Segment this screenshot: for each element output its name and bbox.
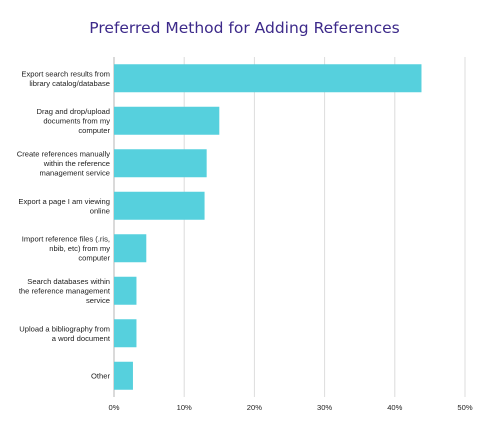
x-tick-label: 50% bbox=[457, 403, 472, 412]
bar bbox=[114, 106, 220, 135]
category-label: Create references manually within the ref… bbox=[17, 149, 110, 177]
x-tick-label: 10% bbox=[177, 403, 192, 412]
category-label: Other bbox=[91, 372, 110, 381]
bars bbox=[114, 64, 422, 390]
category-label: Search databases within the reference man… bbox=[19, 277, 111, 305]
x-tick-label: 0% bbox=[109, 403, 120, 412]
x-tick-labels: 0% 10% 20% 30% 40% 50% bbox=[109, 403, 473, 412]
category-label: Export a page I am viewing online bbox=[18, 197, 110, 216]
chart-title: Preferred Method for Adding References bbox=[89, 19, 400, 37]
bar bbox=[114, 191, 205, 220]
category-label: Export search results from library catalo… bbox=[21, 69, 110, 88]
category-label: Import reference files (.ris, nbib, etc) … bbox=[22, 234, 111, 262]
bar bbox=[114, 234, 147, 263]
x-tick-label: 20% bbox=[247, 403, 262, 412]
x-tick-label: 40% bbox=[387, 403, 402, 412]
bar bbox=[114, 276, 137, 305]
bar bbox=[114, 361, 133, 390]
category-labels: Export search results from library catalo… bbox=[17, 69, 111, 380]
bar bbox=[114, 149, 207, 178]
bar bbox=[114, 319, 137, 348]
x-tick-label: 30% bbox=[317, 403, 332, 412]
category-label: Upload a bibliography from a word documen… bbox=[19, 324, 111, 343]
category-label: Drag and drop/upload documents from my com… bbox=[37, 107, 111, 135]
bar bbox=[114, 64, 422, 93]
